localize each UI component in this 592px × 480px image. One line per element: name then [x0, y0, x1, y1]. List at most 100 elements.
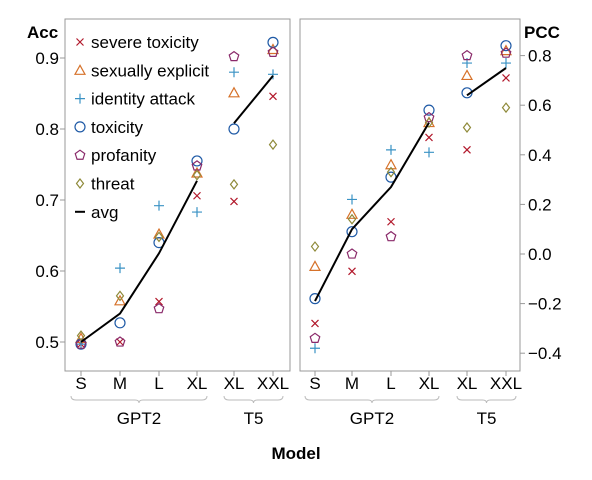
point-toxicity [114, 317, 126, 329]
point-severe-toxicity [269, 92, 277, 101]
point-toxicity [267, 36, 279, 48]
point-threat [347, 213, 357, 225]
data-marks [74, 36, 513, 354]
legend-swatch-severe-toxicity [76, 38, 84, 46]
point-profanity [75, 338, 87, 349]
point-profanity [346, 248, 358, 259]
y-tick-label: 0.2 [528, 195, 552, 214]
point-threat [462, 122, 472, 133]
legend-label: toxicity [91, 118, 143, 137]
y-tick-label: 0.0 [528, 245, 552, 264]
point-sexually-explicit [227, 86, 241, 98]
legend-swatch-toxicity [74, 121, 86, 133]
group-label: GPT2 [117, 409, 161, 428]
point-threat [76, 330, 86, 342]
point-identity-attack [268, 69, 278, 80]
point-profanity [385, 230, 397, 242]
point-profanity [114, 336, 126, 347]
point-severe-toxicity [116, 338, 124, 346]
x-tick-label: M [345, 374, 359, 393]
right-y-axis-title: PCC [524, 23, 560, 42]
x-tick-label: S [309, 374, 320, 393]
left-y-axis-title: Acc [27, 23, 58, 42]
left-panel-frame [64, 18, 291, 372]
point-profanity [267, 46, 279, 57]
right-panel-frame [299, 18, 521, 372]
point-severe-toxicity [387, 217, 395, 226]
y-tick-label: 0.7 [35, 191, 59, 210]
point-profanity [309, 332, 321, 343]
point-toxicity [346, 226, 358, 238]
model-groups: GPT2 T5 GPT2 T5 [70, 395, 517, 428]
legend-label: avg [91, 203, 118, 222]
legend-label: severe toxicity [91, 33, 199, 52]
y-tick-label: 0.6 [528, 96, 552, 115]
point-sexually-explicit [345, 208, 359, 219]
y-tick-label: 0.8 [528, 47, 552, 66]
point-toxicity [191, 155, 203, 167]
legend-label: threat [91, 175, 135, 194]
point-threat [229, 178, 239, 190]
legend-swatch-sexually-explicit [73, 64, 87, 75]
group-brace [304, 395, 440, 404]
point-severe-toxicity [463, 145, 471, 154]
point-profanity [461, 49, 473, 61]
point-identity-attack [154, 200, 164, 211]
x-tick-label: XXL [257, 374, 289, 393]
point-identity-attack [310, 343, 320, 354]
point-severe-toxicity [425, 133, 433, 142]
point-threat [310, 241, 320, 253]
y-tick-label: −0.2 [528, 295, 562, 314]
legend-swatch-threat [75, 178, 85, 189]
point-severe-toxicity [155, 297, 163, 306]
legend-swatch-identity-attack [75, 93, 85, 104]
point-identity-attack [501, 58, 511, 69]
point-toxicity [423, 104, 435, 116]
y-tick-label: 0.9 [35, 49, 59, 68]
x-tick-label: M [113, 374, 127, 393]
y-tick-label: 0.4 [528, 146, 552, 165]
y-tick-label: 0.8 [35, 120, 59, 139]
point-threat [424, 117, 434, 129]
legend: severe toxicity sexually explicit identity… [73, 33, 209, 222]
point-identity-attack [115, 263, 125, 274]
point-toxicity [500, 40, 512, 52]
avg-line [80, 180, 198, 343]
point-severe-toxicity [193, 191, 201, 200]
point-severe-toxicity [311, 319, 319, 328]
point-severe-toxicity [502, 73, 510, 82]
group-label: GPT2 [350, 409, 394, 428]
legend-label: identity attack [91, 90, 195, 109]
point-sexually-explicit [384, 158, 398, 170]
x-tick-label: XL [457, 374, 478, 393]
x-tick-label: S [75, 374, 86, 393]
point-identity-attack [192, 207, 202, 218]
point-threat [501, 102, 511, 114]
point-severe-toxicity [230, 197, 238, 206]
y-tick-label: −0.4 [528, 344, 562, 363]
point-profanity [500, 47, 512, 58]
point-identity-attack [424, 147, 434, 158]
point-identity-attack [386, 144, 396, 155]
point-identity-attack [229, 67, 239, 78]
legend-swatch-profanity [74, 149, 86, 160]
point-threat [115, 290, 125, 302]
point-threat [154, 231, 164, 243]
point-identity-attack [347, 194, 357, 205]
point-threat [268, 139, 278, 151]
point-toxicity [228, 123, 240, 135]
legend-label: sexually explicit [91, 61, 209, 80]
x-tick-label: XL [224, 374, 245, 393]
point-sexually-explicit [113, 294, 127, 306]
point-sexually-explicit [190, 166, 204, 178]
left-y-ticks: 0.5 0.6 0.7 0.8 0.9 [35, 49, 65, 352]
group-label: T5 [244, 409, 264, 428]
x-tick-label: XL [419, 374, 440, 393]
x-tick-label: XL [187, 374, 208, 393]
point-severe-toxicity [348, 267, 356, 276]
point-profanity [423, 111, 435, 123]
point-sexually-explicit [460, 69, 474, 81]
group-label: T5 [477, 409, 497, 428]
group-brace [70, 395, 208, 404]
